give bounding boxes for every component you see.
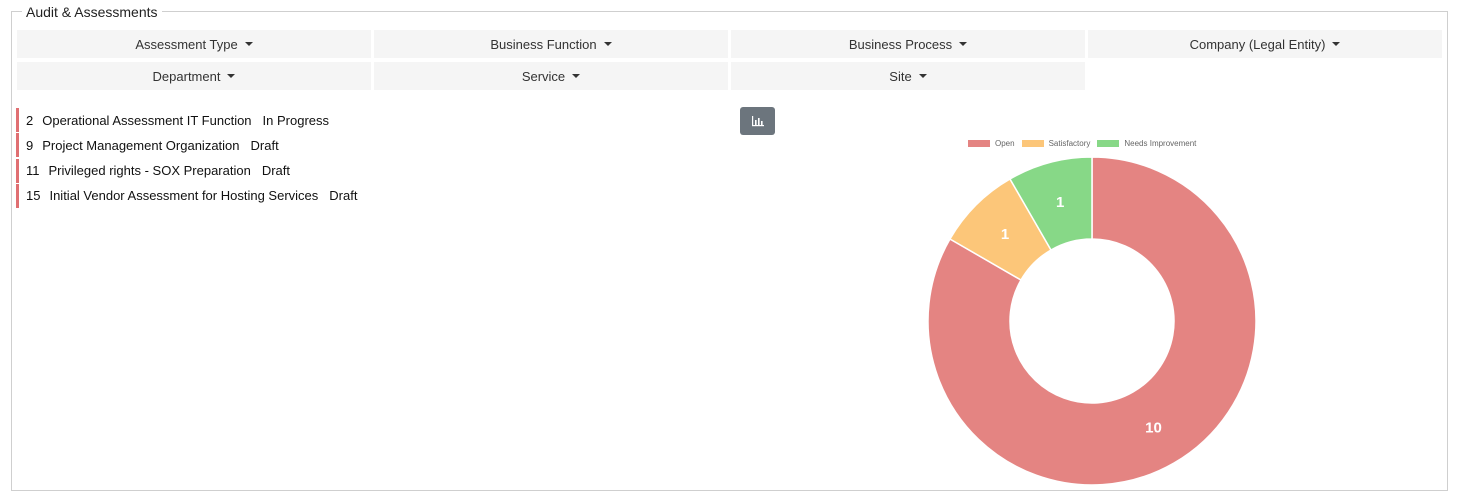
- data-label: 10: [1145, 420, 1162, 437]
- assessment-status: Draft: [250, 137, 279, 153]
- legend-label: Open: [995, 139, 1015, 148]
- chart-toggle-button[interactable]: [740, 107, 775, 135]
- filter-label: Service: [521, 68, 566, 84]
- caret-down-icon: [1332, 42, 1341, 46]
- filter-label: Business Process: [848, 36, 953, 52]
- assessment-id: 9: [26, 137, 34, 153]
- assessment-status: In Progress: [262, 112, 330, 128]
- filter-label: Site: [889, 68, 912, 84]
- legend-entry-satisfactory[interactable]: Satisfactory: [1021, 139, 1091, 148]
- filter-assessment-type[interactable]: Assessment Type: [17, 30, 371, 58]
- filter-label: Company (Legal Entity): [1189, 36, 1326, 52]
- caret-down-icon: [918, 74, 927, 78]
- assessment-name: Initial Vendor Assessment for Hosting Se…: [49, 188, 319, 204]
- legend-entry-open[interactable]: Open: [968, 139, 1015, 148]
- filter-business-process[interactable]: Business Process: [731, 30, 1085, 58]
- assessment-name: Privileged rights - SOX Preparation: [48, 163, 251, 179]
- caret-down-icon: [603, 42, 612, 46]
- list-item[interactable]: 11 Privileged rights - SOX Preparation D…: [16, 158, 374, 183]
- filter-label: Assessment Type: [135, 36, 238, 52]
- filter-company-legal-entity[interactable]: Company (Legal Entity): [1088, 30, 1442, 58]
- filter-site[interactable]: Site: [731, 62, 1085, 90]
- legend-swatch: [968, 140, 990, 147]
- legend-label: Satisfactory: [1048, 139, 1091, 148]
- assessment-id: 2: [26, 112, 34, 128]
- assessment-id: 11: [26, 163, 40, 179]
- assessment-status: Draft: [329, 188, 358, 204]
- caret-down-icon: [572, 74, 581, 78]
- legend-entry-needs-improvement[interactable]: Needs Improvement: [1097, 139, 1196, 148]
- legend-swatch: [1097, 140, 1120, 147]
- slice-open[interactable]: [927, 156, 1257, 486]
- filter-label: Department: [152, 68, 221, 84]
- legend-swatch: [1021, 140, 1044, 147]
- assessment-id: 15: [26, 188, 41, 204]
- audit-assessments-panel: [11, 11, 1448, 491]
- assessment-status: Draft: [261, 163, 290, 179]
- data-label: 1: [1001, 226, 1009, 243]
- filter-service[interactable]: Service: [374, 62, 728, 90]
- donut-chart: 10 1 1: [927, 156, 1257, 486]
- panel-title: Audit & Assessments: [22, 4, 162, 20]
- assessment-name: Project Management Organization: [42, 137, 240, 153]
- assessment-list: 2 Operational Assessment IT Function In …: [16, 108, 374, 209]
- caret-down-icon: [244, 42, 253, 46]
- slice-needs-improvement[interactable]: [1008, 156, 1093, 252]
- legend-label: Needs Improvement: [1124, 139, 1197, 148]
- caret-down-icon: [959, 42, 968, 46]
- filter-label: Business Function: [490, 36, 597, 52]
- assessment-name: Operational Assessment IT Function: [42, 112, 252, 128]
- bar-chart-icon: [751, 116, 764, 127]
- caret-down-icon: [227, 74, 236, 78]
- list-item[interactable]: 9 Project Management Organization Draft: [16, 133, 374, 158]
- list-item[interactable]: 2 Operational Assessment IT Function In …: [16, 108, 374, 132]
- data-label: 1: [1056, 194, 1064, 211]
- list-item[interactable]: 15 Initial Vendor Assessment for Hosting…: [16, 183, 374, 208]
- filter-department[interactable]: Department: [17, 62, 371, 90]
- filter-business-function[interactable]: Business Function: [374, 30, 728, 58]
- chart-legend: Open Satisfactory Needs Improvement: [968, 139, 1203, 148]
